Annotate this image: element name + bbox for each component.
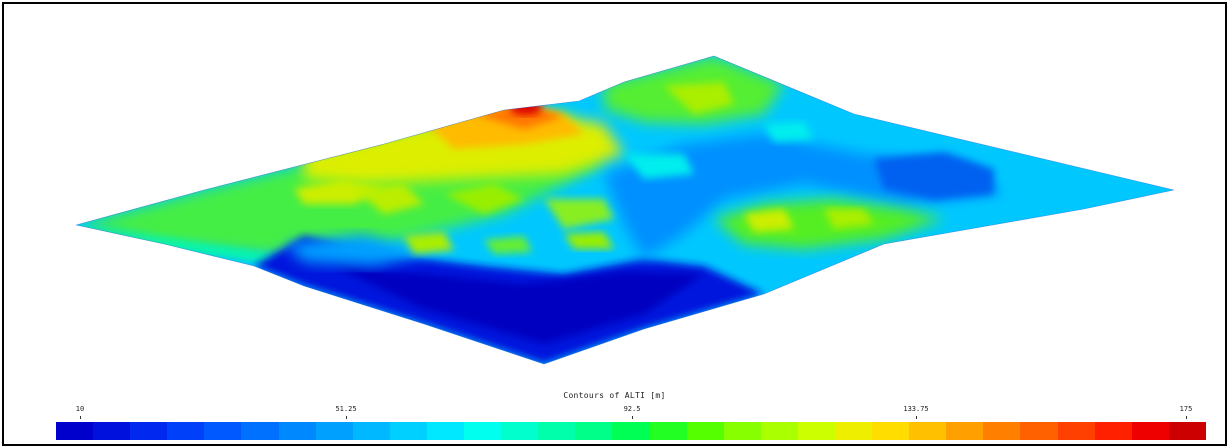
colorbar-segment: [426, 422, 465, 440]
colorbar-segment: [797, 422, 835, 440]
colorbar-segment: [909, 422, 947, 440]
colorbar-segment: [872, 422, 910, 440]
colorbar-tick-label: 10: [75, 405, 85, 413]
colorbar-segment: [649, 422, 687, 440]
colorbar-tick-mark: [346, 416, 347, 419]
colorbar-segment: [612, 422, 650, 440]
colorbar-tick-mark: [1186, 416, 1187, 419]
colorbar-tick-label: 92.5: [623, 405, 641, 413]
colorbar-segment: [464, 422, 502, 440]
colorbar-tick-label: 175: [1179, 405, 1193, 413]
colorbar-segment: [538, 422, 576, 440]
colorbar-tick-mark: [80, 416, 81, 419]
colorbar-segment: [723, 422, 761, 440]
colorbar-segment: [1020, 422, 1058, 440]
colorbar-segment: [352, 422, 390, 440]
colorbar-segment: [278, 422, 316, 440]
colorbar-segment: [241, 422, 279, 440]
colorbar-segment: [575, 422, 613, 440]
colorbar-title: Contours of ALTI [m]: [563, 391, 666, 400]
colorbar-segment: [760, 422, 798, 440]
colorbar-segment: [501, 422, 539, 440]
colorbar-tick-mark: [632, 416, 633, 419]
colorbar-segment: [130, 422, 168, 440]
colorbar-segment: [56, 422, 94, 440]
colorbar-segment: [93, 422, 131, 440]
colorbar-segment: [1057, 422, 1095, 440]
colorbar-tick-label: 133.75: [903, 405, 929, 413]
colorbar-tick-label: 51.25: [335, 405, 357, 413]
colorbar-segment: [167, 422, 205, 440]
colorbar-segment: [204, 422, 242, 440]
colorbar-segment: [983, 422, 1021, 440]
colorbar-segment: [315, 422, 353, 440]
terrain-outline: [75, 55, 1175, 365]
colorbar-segment: [686, 422, 724, 440]
colorbar-segment: [946, 422, 984, 440]
colorbar-tick-mark: [916, 416, 917, 419]
colorbar-segment: [1094, 422, 1132, 440]
colorbar: [56, 422, 1206, 440]
colorbar-segment: [834, 422, 873, 440]
terrain-surface-plot: [75, 55, 1175, 365]
colorbar-segment: [389, 422, 427, 440]
colorbar-segment: [1131, 422, 1169, 440]
colorbar-segment: [1168, 422, 1206, 440]
